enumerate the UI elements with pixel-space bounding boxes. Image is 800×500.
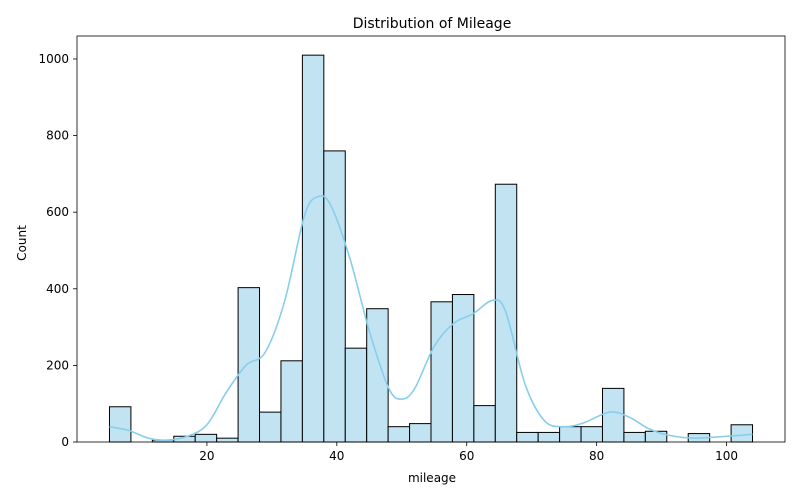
kde-layer xyxy=(109,194,753,441)
histogram-bar xyxy=(108,406,132,443)
y-tick-label: 600 xyxy=(46,205,69,219)
x-tick-label: 60 xyxy=(459,449,474,463)
histogram-bar xyxy=(366,308,389,443)
histogram-bar xyxy=(473,405,496,443)
histogram-bar xyxy=(216,437,239,443)
plot-frame xyxy=(76,35,786,443)
histogram-bar xyxy=(516,431,539,443)
y-tick-label: 1000 xyxy=(38,52,69,66)
histogram-bar xyxy=(409,423,432,443)
histogram-bar xyxy=(430,301,453,443)
y-tick-label: 0 xyxy=(61,435,69,449)
y-axis-label: Count xyxy=(15,225,29,261)
histogram-bar xyxy=(451,294,475,443)
x-tick-label: 40 xyxy=(329,449,344,463)
histogram-bar xyxy=(623,431,646,443)
histogram-bar xyxy=(559,426,582,443)
chart-title: Distribution of Mileage xyxy=(353,16,512,32)
x-tick-label: 20 xyxy=(199,449,214,463)
histogram-bar xyxy=(537,431,561,443)
histogram-bar xyxy=(644,430,668,443)
histogram-bar xyxy=(730,424,754,443)
y-tick-label: 400 xyxy=(46,282,69,296)
bars-layer xyxy=(108,54,754,443)
histogram-bar xyxy=(259,411,282,443)
y-tick-label: 200 xyxy=(46,358,69,372)
histogram-bar xyxy=(601,387,625,443)
histogram-bar xyxy=(344,347,368,443)
x-axis-label: mileage xyxy=(408,471,456,485)
histogram-bar xyxy=(387,426,411,443)
x-tick-label: 100 xyxy=(715,449,738,463)
kde-curve xyxy=(109,194,753,441)
histogram-bar xyxy=(323,150,346,443)
histogram-bar xyxy=(301,54,325,443)
histogram-bar xyxy=(580,426,603,443)
x-tick-label: 80 xyxy=(589,449,604,463)
histogram-bar xyxy=(280,360,303,443)
histogram-bar xyxy=(194,433,218,443)
y-tick-label: 800 xyxy=(46,129,69,143)
histogram-bar xyxy=(237,287,261,443)
